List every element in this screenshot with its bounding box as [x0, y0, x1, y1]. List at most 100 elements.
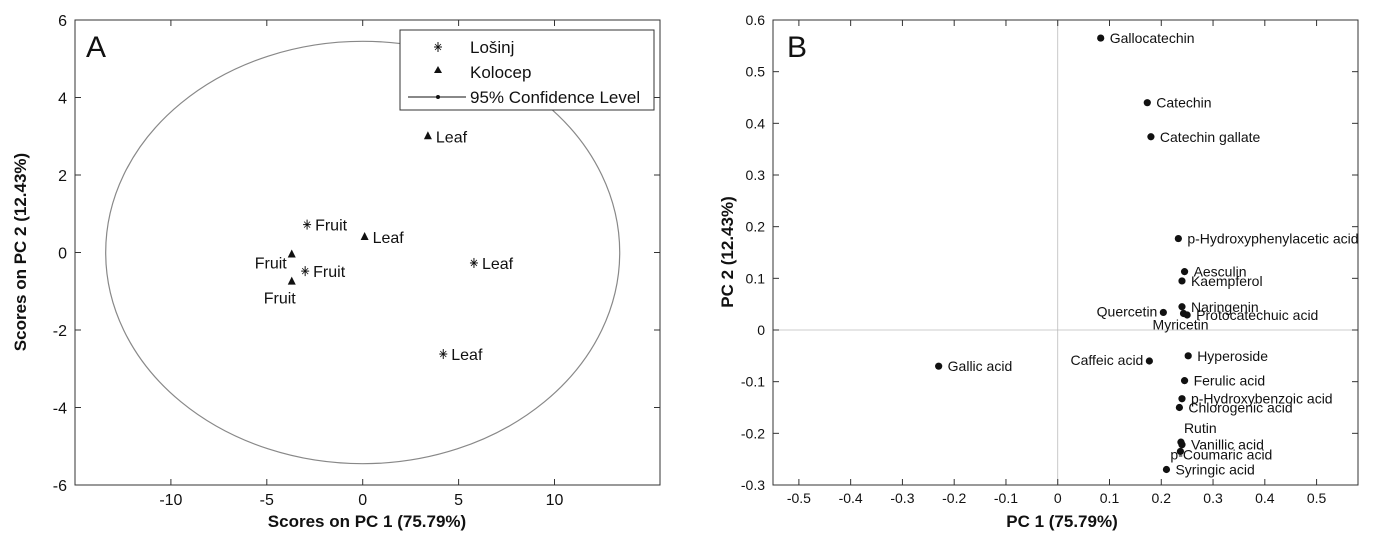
legend-label-confidence: 95% Confidence Level	[470, 88, 640, 107]
loading-point	[1175, 403, 1183, 412]
loading-point	[1176, 447, 1185, 456]
point-label: p-Hydroxybenzoic acid	[1191, 391, 1333, 407]
point-label: Gallocatechin	[1110, 30, 1195, 46]
loading-point	[1178, 441, 1186, 449]
x-tick-label: -0.5	[787, 490, 811, 506]
y-tick-label: 4	[58, 91, 67, 108]
x-tick-label: -0.4	[839, 490, 863, 506]
panel-b-y-axis-label: PC 2 (12.43%)	[718, 196, 737, 308]
x-tick-label: 0.3	[1203, 490, 1223, 506]
x-tick-label: -5	[260, 492, 274, 509]
y-tick-label: 0.3	[746, 167, 766, 183]
y-tick-label: 0	[58, 246, 67, 263]
panel-a-label: A	[86, 31, 106, 64]
point-label: Catechin gallate	[1160, 129, 1261, 145]
y-tick-label: -0.1	[741, 374, 765, 390]
legend-star-icon	[434, 42, 442, 52]
point-label: Kaempferol	[1191, 273, 1263, 289]
y-tick-label: -0.3	[741, 477, 765, 493]
legend-dot-icon	[436, 95, 440, 99]
panel-b-axes-box	[772, 19, 1359, 486]
point-label: p-Coumaric acid	[1170, 446, 1272, 462]
loading-point	[1178, 303, 1186, 311]
y-tick-label: 0.1	[746, 270, 766, 286]
triangle-marker	[287, 249, 296, 258]
panel-a-x-axis-label: Scores on PC 1 (75.79%)	[268, 512, 466, 531]
loading-point	[1159, 308, 1167, 317]
x-tick-label: 0.2	[1152, 490, 1172, 506]
star-marker	[301, 266, 310, 277]
x-tick-label: 0.4	[1255, 490, 1275, 506]
panel-a-scores-plot: A -10 -5 0 5 10 -6 -4 -2 0 2 4 6 Fruit Fruit Leaf Leaf…	[11, 13, 661, 531]
point-label: Syringic acid	[1175, 462, 1254, 478]
star-marker	[469, 257, 478, 268]
point-label: Fruit	[315, 218, 348, 235]
panel-b-loadings-plot: B -0.5 -0.4 -0.3 -0.2 -0.1 0 0.1 0.2 0.3 0.4 0.5-0…	[718, 12, 1359, 531]
point-label: Hyperoside	[1197, 348, 1268, 364]
legend-triangle-icon	[434, 66, 442, 73]
y-tick-label: -2	[53, 323, 67, 340]
legend-label-losinj: Lošinj	[470, 38, 514, 57]
point-label: Catechin	[1156, 95, 1211, 111]
point-label: Leaf	[482, 256, 514, 273]
point-label: Caffeic acid	[1070, 352, 1143, 368]
x-tick-label: -0.2	[942, 490, 966, 506]
panel-a-legend: Lošinj Kolocep 95% Confidence Level	[399, 29, 655, 111]
x-tick-label: -0.1	[994, 490, 1018, 506]
loading-point	[1178, 277, 1186, 285]
y-tick-label: 0	[757, 322, 765, 338]
panel-b-points: Gallocatechin Catechin Catechin gallate p-H…	[935, 30, 1359, 478]
legend-label-kolocep: Kolocep	[470, 63, 531, 82]
panel-b-zero-lines	[773, 20, 1358, 485]
y-tick-label: -6	[53, 478, 67, 495]
loading-point	[1183, 311, 1191, 319]
y-tick-label: -4	[53, 401, 67, 418]
loading-point	[935, 362, 943, 370]
loading-point	[1162, 465, 1171, 474]
point-label: Fruit	[255, 255, 288, 272]
point-label: Leaf	[436, 129, 468, 146]
point-label: Gallic acid	[948, 358, 1013, 374]
point-label: Leaf	[373, 230, 405, 247]
triangle-marker	[423, 131, 432, 140]
point-label: Aesculin	[1194, 264, 1247, 280]
loading-point	[1143, 99, 1151, 107]
panel-a-ticks: -10 -5 0 5 10 -6 -4 -2 0 2 4 6	[53, 13, 660, 509]
point-label: Quercetin	[1097, 303, 1158, 319]
panel-b-x-axis-label: PC 1 (75.79%)	[1006, 512, 1118, 531]
point-label: Rutin	[1184, 420, 1217, 436]
y-tick-label: 6	[58, 13, 67, 30]
panel-b-ticks: -0.5 -0.4 -0.3 -0.2 -0.1 0 0.1 0.2 0.3 0.4 0.5 -0.3…	[741, 12, 1358, 506]
y-tick-label: 0.6	[746, 12, 766, 28]
confidence-ellipse	[105, 40, 621, 465]
x-tick-label: 0	[1054, 490, 1062, 506]
point-label: p-Hydroxyphenylacetic acid	[1187, 231, 1358, 247]
x-tick-label: 0	[358, 492, 367, 509]
y-tick-label: 2	[58, 168, 67, 185]
panel-a-y-axis-label: Scores on PC 2 (12.43%)	[11, 153, 30, 351]
loading-point	[1147, 133, 1155, 141]
panel-a-confidence-ellipse-layer	[105, 40, 621, 465]
loading-point	[1180, 377, 1189, 385]
y-tick-label: 0.4	[746, 115, 766, 131]
y-tick-label: 0.2	[746, 219, 766, 235]
point-label: Naringenin	[1191, 299, 1259, 315]
triangle-marker	[287, 276, 296, 285]
star-marker	[439, 349, 448, 360]
panel-a-points: Fruit Fruit Leaf Leaf Leaf Leaf Fruit Fruit	[255, 129, 514, 364]
x-tick-label: 0.5	[1307, 490, 1327, 506]
panel-b-label: B	[787, 31, 807, 64]
y-tick-label: 0.5	[746, 64, 766, 80]
x-tick-label: -10	[159, 492, 182, 509]
x-tick-label: 5	[454, 492, 463, 509]
point-label: Protocatechuic acid	[1196, 307, 1318, 323]
point-label: Ferulic acid	[1194, 373, 1266, 389]
loading-point	[1178, 395, 1186, 403]
x-tick-label: 10	[546, 492, 564, 509]
loading-point	[1145, 357, 1153, 365]
x-tick-label: -0.3	[890, 490, 914, 506]
loading-point	[1180, 268, 1189, 276]
point-label: Vanillic acid	[1191, 437, 1264, 453]
point-label: Leaf	[451, 347, 483, 364]
